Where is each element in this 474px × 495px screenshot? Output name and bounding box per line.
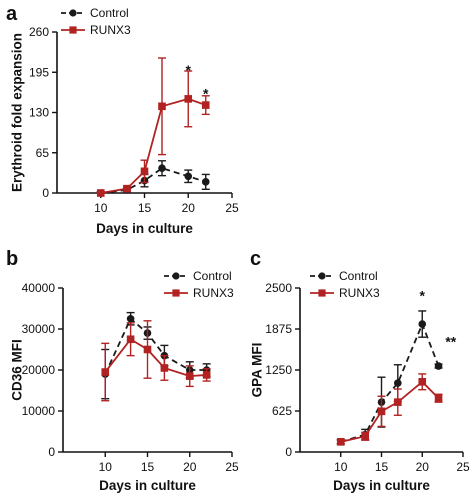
legend-label-control: Control: [90, 6, 129, 20]
x-axis-title: Days in culture: [96, 221, 193, 236]
y-tick-label: 1250: [265, 363, 292, 377]
y-tick-label: 195: [29, 65, 49, 79]
legend: Control RUNX3: [310, 269, 380, 300]
data-point-control: [394, 379, 402, 387]
x-axis-title: Days in culture: [333, 478, 430, 493]
series-line-control: [340, 321, 440, 443]
panel-letter: c: [250, 248, 261, 270]
legend-marker-runx3: [172, 289, 180, 297]
data-point-runx3: [158, 102, 166, 111]
x-tick-label: 15: [141, 460, 155, 474]
x-tick-label: 25: [225, 460, 239, 474]
legend: Control RUNX3: [164, 269, 234, 300]
data-point-runx3: [361, 432, 369, 441]
y-tick-label: 30000: [22, 322, 56, 336]
x-tick-label: 20: [183, 460, 197, 474]
data-point-runx3: [202, 371, 211, 379]
x-tick-label: 20: [182, 201, 196, 215]
y-tick-label: 625: [272, 404, 292, 418]
legend-marker-control: [318, 272, 326, 280]
data-point-runx3: [140, 167, 149, 176]
chart-panel-b: b 0 10000 20000 30000 40000 10 15 20 25 Days in cu…: [6, 248, 239, 493]
significance-marker: **: [445, 333, 456, 349]
data-point-control: [158, 164, 166, 173]
y-tick-label: 1875: [265, 322, 292, 336]
data-point-runx3: [336, 438, 345, 446]
x-tick-label: 15: [138, 201, 152, 215]
legend-label-runx3: RUNX3: [193, 286, 234, 300]
y-tick-label: 0: [285, 445, 292, 459]
x-tick-label: 10: [334, 460, 348, 474]
legend: Control RUNX3: [61, 6, 131, 37]
y-tick-label: 40000: [22, 281, 56, 295]
x-tick-label: 20: [416, 460, 430, 474]
y-tick-label: 2500: [265, 281, 292, 295]
y-tick-label: 20000: [22, 363, 56, 377]
legend-label-runx3: RUNX3: [339, 286, 380, 300]
data-point-runx3: [160, 364, 169, 372]
significance-marker: *: [420, 288, 426, 304]
data-point-control: [434, 362, 443, 370]
chart-panel-a: a 0 65 130 195 260 10 15 20 25 Days in culture Eryt…: [6, 3, 239, 236]
panel-letter: a: [6, 3, 18, 25]
data-point-runx3: [123, 184, 131, 193]
significance-marker: *: [186, 62, 192, 78]
y-axis-title: GPA MFI: [250, 343, 265, 398]
data-point-runx3: [185, 372, 194, 380]
data-point-control: [126, 314, 135, 323]
y-tick-label: 130: [29, 106, 49, 120]
panel-letter: b: [6, 248, 18, 270]
series-line-control: [100, 167, 207, 194]
y-tick-label: 10000: [22, 404, 56, 418]
x-tick-label: 25: [225, 201, 239, 215]
data-point-runx3: [434, 394, 443, 403]
chart-panel-c: c 0 625 1250 1875 2500 10 15 20 25 Days in culture…: [250, 248, 470, 493]
y-tick-label: 0: [48, 445, 55, 459]
x-axis-title: Days in culture: [99, 478, 196, 493]
data-point-control: [418, 320, 427, 328]
data-point-runx3: [418, 378, 427, 386]
data-point-runx3: [394, 398, 402, 406]
legend-marker-runx3: [69, 26, 77, 34]
data-point-runx3: [201, 101, 210, 109]
legend-label-runx3: RUNX3: [90, 23, 131, 37]
y-tick-label: 0: [42, 186, 49, 200]
significance-marker: *: [203, 86, 209, 102]
x-tick-label: 10: [99, 460, 113, 474]
y-tick-label: 260: [29, 25, 49, 39]
data-point-runx3: [377, 407, 386, 416]
x-tick-label: 25: [456, 460, 470, 474]
data-point-runx3: [101, 368, 110, 376]
data-point-runx3: [96, 189, 105, 197]
y-tick-label: 65: [36, 146, 50, 160]
x-tick-label: 15: [375, 460, 389, 474]
legend-marker-control: [172, 272, 180, 280]
legend-marker-runx3: [318, 289, 326, 297]
legend-label-control: Control: [339, 269, 378, 283]
data-point-runx3: [126, 335, 135, 344]
y-axis-title: Erythroid fold expansion: [10, 33, 25, 192]
data-point-runx3: [184, 95, 193, 103]
data-point-control: [184, 172, 193, 181]
y-axis-title: CD36 MFI: [10, 339, 25, 401]
series-line-runx3: [340, 380, 440, 443]
legend-marker-control: [69, 9, 77, 17]
x-tick-label: 10: [94, 201, 108, 215]
legend-label-control: Control: [193, 269, 232, 283]
data-point-control: [201, 178, 210, 186]
data-point-runx3: [143, 345, 152, 354]
